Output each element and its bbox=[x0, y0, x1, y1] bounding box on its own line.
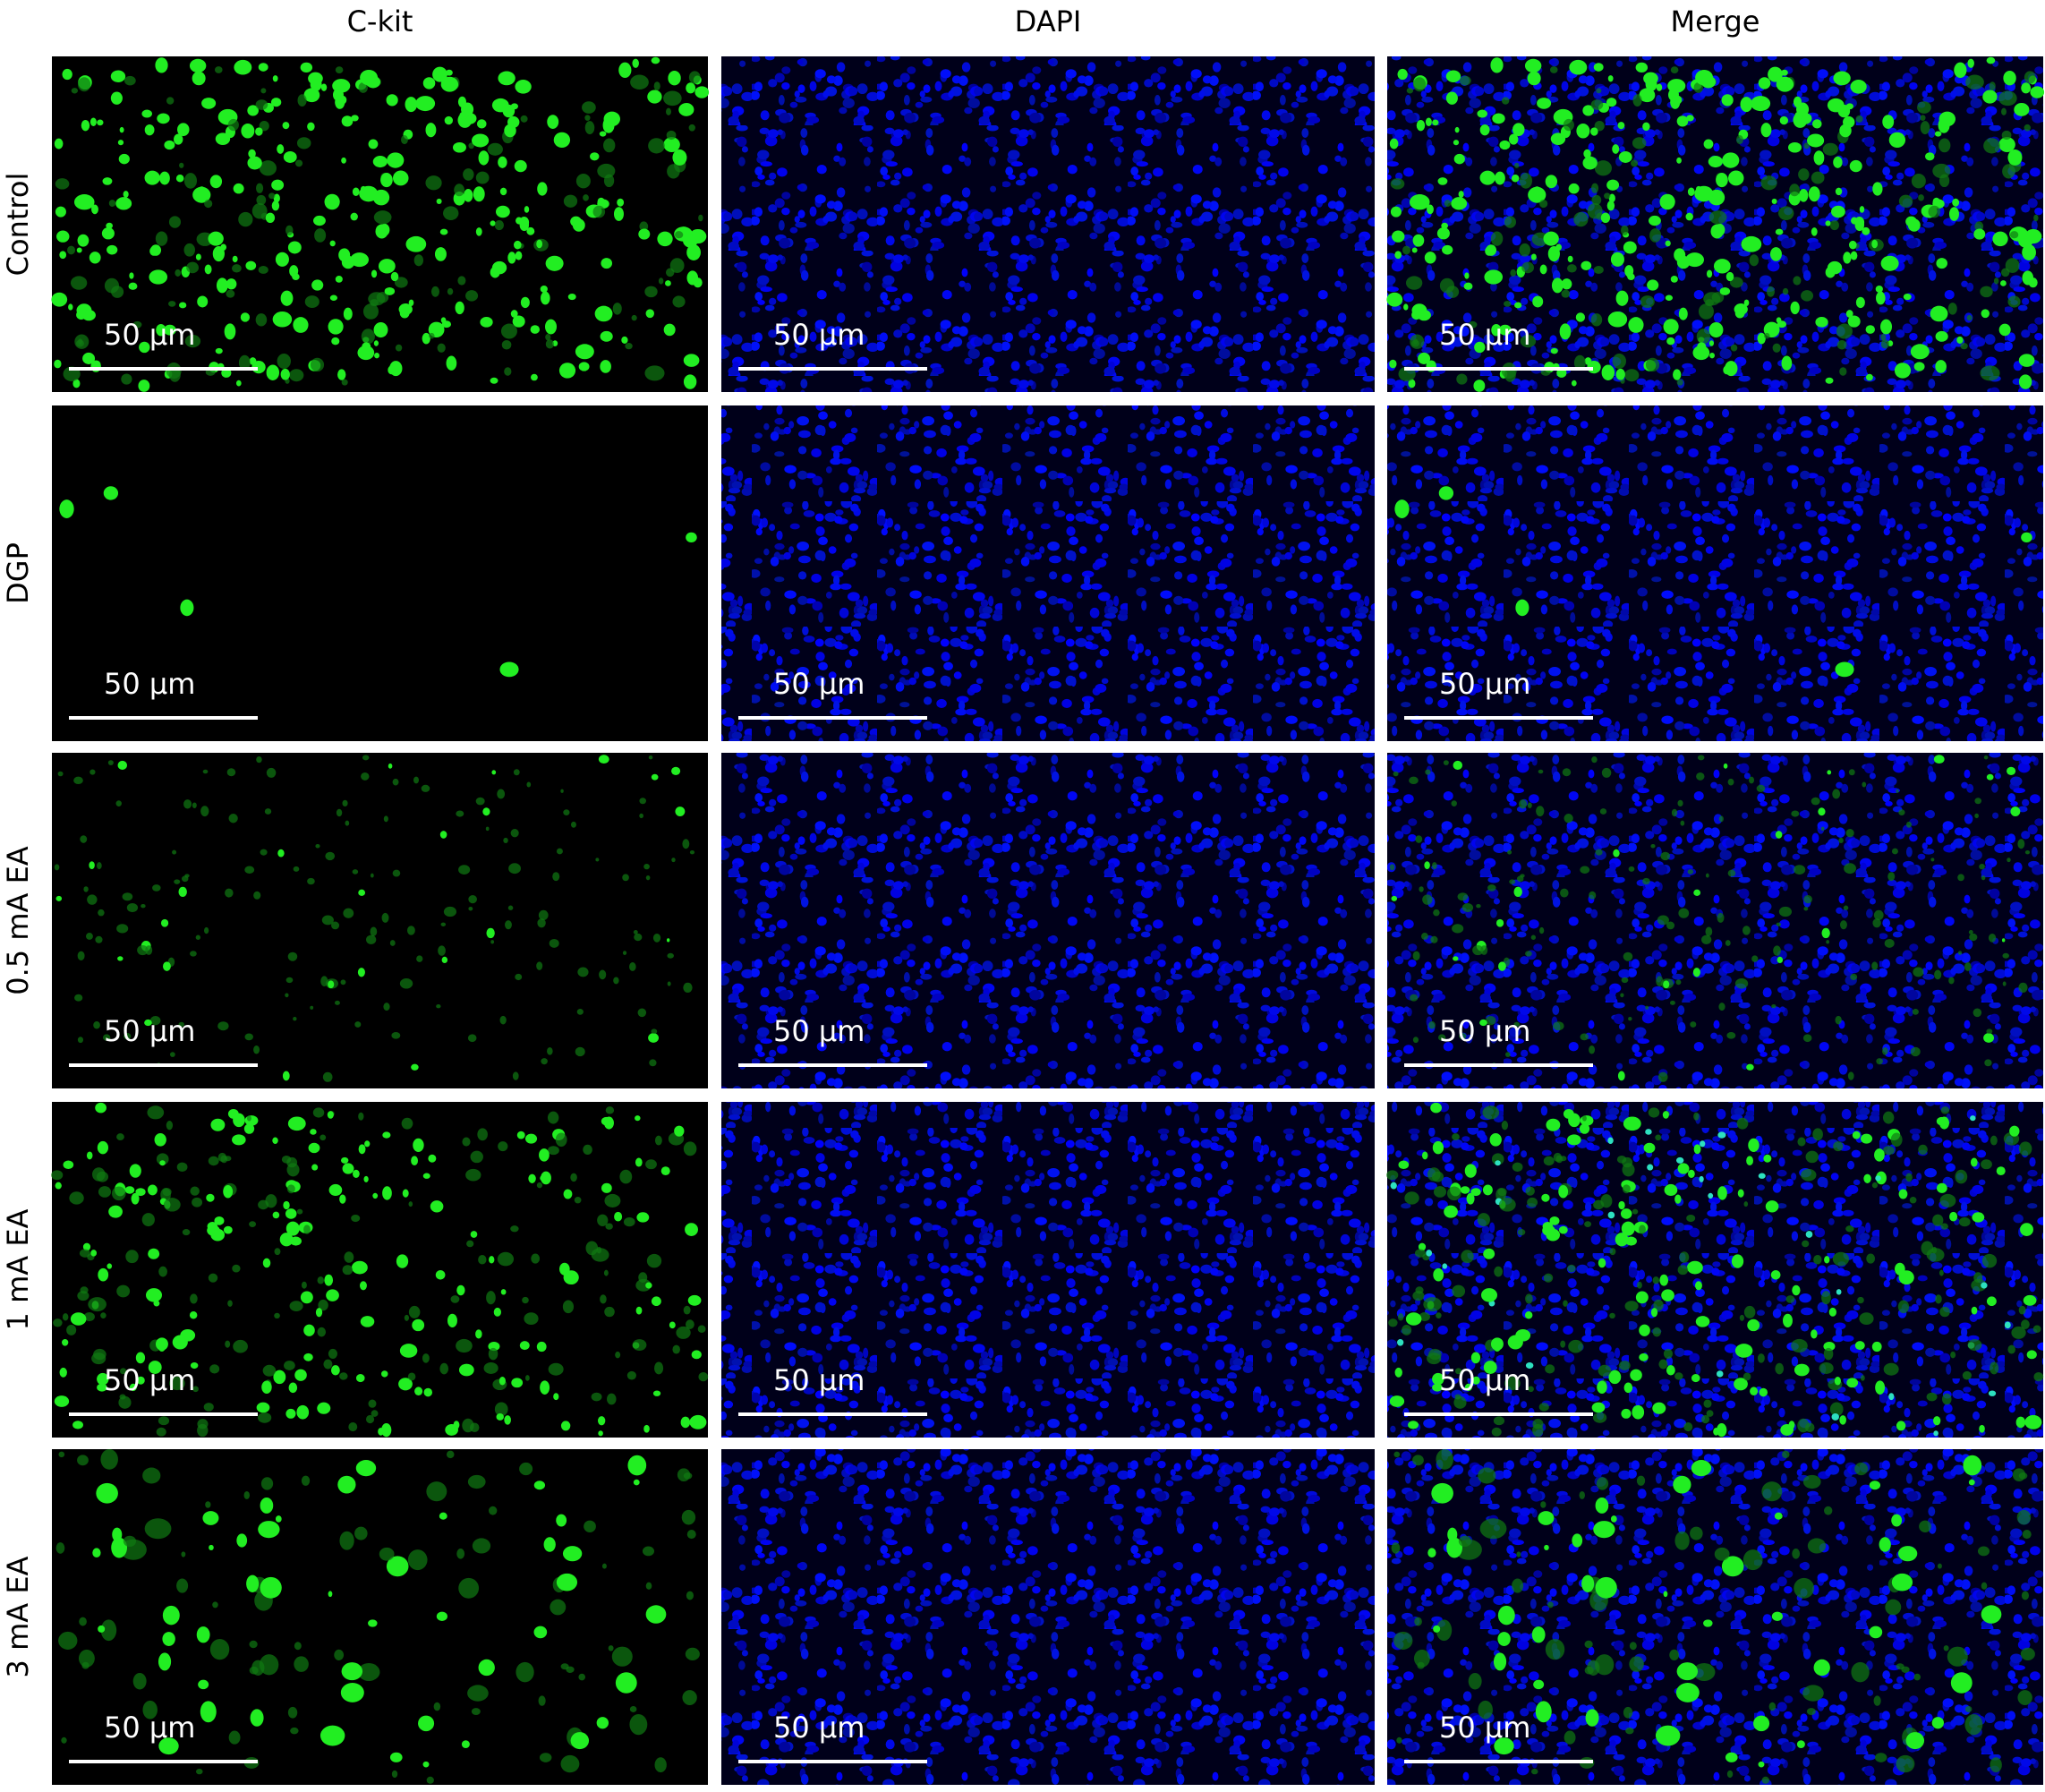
micrograph-panel bbox=[51, 1102, 709, 1438]
scale-bar-label: 50 μm bbox=[104, 318, 195, 352]
scale-bar-label: 50 μm bbox=[1439, 1363, 1530, 1397]
micrograph-panel bbox=[721, 56, 1375, 392]
scale-bar-label: 50 μm bbox=[773, 1363, 865, 1397]
column-header: C-kit bbox=[347, 4, 413, 38]
row-label: DGP bbox=[1, 542, 35, 604]
scale-bar-label: 50 μm bbox=[104, 1014, 195, 1048]
row-label: 3 mA EA bbox=[1, 1556, 35, 1677]
micrograph-panel bbox=[721, 753, 1375, 1088]
scale-bar-label: 50 μm bbox=[773, 1711, 865, 1745]
scale-bar-label: 50 μm bbox=[1439, 1711, 1530, 1745]
micrograph-panel bbox=[1387, 753, 2043, 1088]
micrograph-panel bbox=[721, 1449, 1375, 1785]
scale-bar-label: 50 μm bbox=[1439, 1014, 1530, 1048]
micrograph-panel bbox=[721, 1102, 1375, 1438]
row-label: 1 mA EA bbox=[1, 1208, 35, 1330]
scale-bar-label: 50 μm bbox=[773, 318, 865, 352]
scale-bar-label: 50 μm bbox=[104, 1363, 195, 1397]
micrograph-panel bbox=[52, 405, 708, 741]
scale-bar-label: 50 μm bbox=[773, 1014, 865, 1048]
micrograph-panel bbox=[1387, 1449, 2043, 1785]
column-header: DAPI bbox=[1015, 4, 1082, 38]
micrograph-panel bbox=[721, 405, 1375, 741]
row-label: Control bbox=[1, 173, 35, 277]
scale-bar-label: 50 μm bbox=[1439, 318, 1530, 352]
scale-bar-label: 50 μm bbox=[104, 667, 195, 701]
micrograph-panel bbox=[52, 753, 708, 1088]
micrograph-panel bbox=[1386, 1102, 2044, 1438]
micrograph-panel bbox=[52, 1449, 708, 1785]
micrograph-panel bbox=[51, 56, 710, 392]
scale-bar-label: 50 μm bbox=[104, 1711, 195, 1745]
micrograph-panel bbox=[1386, 56, 2045, 392]
micrograph-panel bbox=[1387, 405, 2043, 741]
scale-bar-label: 50 μm bbox=[773, 667, 865, 701]
column-header: Merge bbox=[1671, 4, 1760, 38]
row-label: 0.5 mA EA bbox=[1, 846, 35, 995]
scale-bar-label: 50 μm bbox=[1439, 667, 1530, 701]
